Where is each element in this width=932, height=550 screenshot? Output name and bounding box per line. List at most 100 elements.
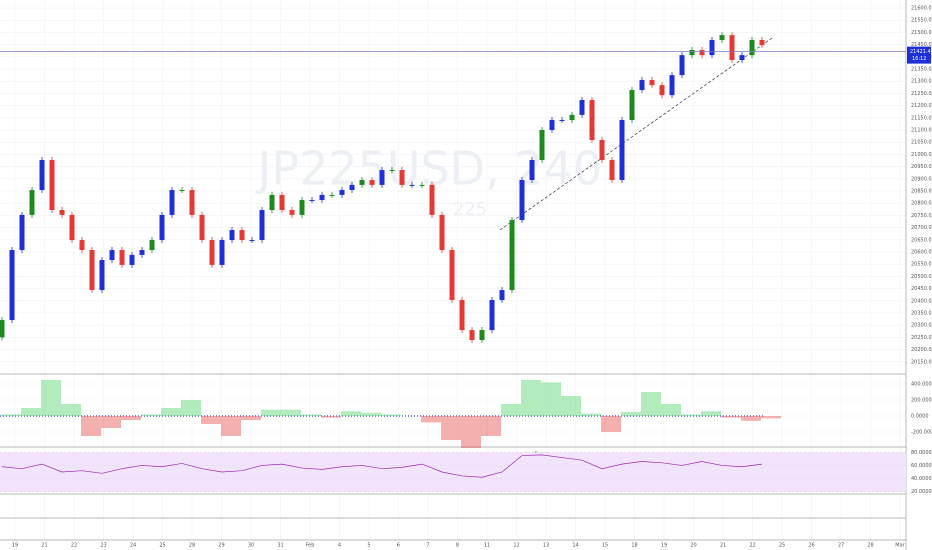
candle-body [9,250,15,321]
y-tick-label: 20950.0 [911,164,932,170]
candle-body [339,190,345,195]
candle-body [559,120,565,122]
candle-body [99,260,105,291]
x-tick-label: 7 [426,543,429,549]
candle-body [319,194,325,201]
y-tick-label: 20350.0 [911,310,932,316]
y-tick-label: 21200.0 [911,103,932,109]
candle-body [759,40,765,46]
x-tick-label: 20 [690,543,696,549]
y-tick-label: 20250.0 [911,335,932,341]
candle-body [489,300,495,331]
y-tick-label: 400.0000 [911,382,932,388]
y-tick-label: 20400.0 [911,298,932,304]
rsi-band [0,452,906,492]
x-tick-label: 6 [397,543,400,549]
candle-body [539,130,545,161]
countdown-label: 16:12 [912,56,926,62]
x-tick-label: 25 [159,543,165,549]
rsi-line [1,454,763,478]
candle-body [329,194,335,196]
candle-body [169,190,175,215]
candle-body [409,184,415,186]
x-tick-label: 12 [513,543,519,549]
x-tick-label: 8 [456,543,459,549]
candle-body [689,50,695,56]
x-tick-label: 19 [12,543,18,549]
candle-body [419,184,425,186]
candle-body [79,240,85,251]
y-tick-label: 20500.0 [911,274,932,280]
candle-body [699,50,705,56]
x-tick-label: 30 [248,543,254,549]
y-tick-label: 21450.0 [911,42,932,48]
last-price-box [907,46,931,64]
y-tick-label: 60.0000 [911,463,932,469]
y-tick-label: 20850.0 [911,189,932,195]
candle-body [529,160,535,181]
y-tick-label: 20700.0 [911,225,932,231]
candle-body [609,160,615,181]
y-tick-label: 21300.0 [911,79,932,85]
x-tick-label: 21 [720,543,726,549]
y-tick-label: 21600.0 [911,6,932,12]
candle-body [509,220,515,291]
x-tick-label: 13 [543,543,549,549]
candle-body [459,300,465,331]
y-tick-label: 20150.0 [911,359,932,365]
y-tick-label: -200.0000 [911,430,932,436]
candle-body [579,100,585,115]
y-tick-label: 20800.0 [911,201,932,207]
candle-body [679,55,685,76]
x-tick-label: 14 [572,543,578,549]
x-tick-label: 28 [189,543,195,549]
y-tick-label: 21100.0 [911,128,932,134]
x-tick-label: 19 [661,543,667,549]
candle-body [149,240,155,251]
y-tick-label: 20300.0 [911,323,932,329]
candle-body [119,250,125,265]
candle-body [349,184,355,191]
x-tick-label: 18 [631,543,637,549]
candle-body [269,194,275,211]
candle-body [59,210,65,215]
candle-body [289,210,295,215]
x-tick-label: 15 [602,543,608,549]
candle-body [19,214,25,251]
candle-body [309,200,315,202]
watermark-subtitle: 225 [453,199,487,220]
candle-body [399,170,405,185]
candle-body [359,180,365,185]
y-tick-label: 20.0000 [911,489,932,495]
candle-body [0,320,5,338]
candle-body [749,40,755,56]
candle-body [469,330,475,341]
y-tick-label: 20650.0 [911,237,932,243]
candle-body [179,190,185,192]
candle-body [299,200,305,215]
candle-body [659,85,665,96]
candle-body [29,190,35,215]
y-tick-label: 20600.0 [911,249,932,255]
candle-body [569,114,575,121]
x-tick-label: 11 [484,543,490,549]
candle-body [209,240,215,265]
y-tick-label: 21150.0 [911,115,932,121]
x-tick-label: 23 [100,543,106,549]
x-tick-label: 5 [367,543,370,549]
x-tick-label: 21 [41,543,47,549]
y-tick-label: 20550.0 [911,262,932,268]
candle-body [129,254,135,265]
candle-body [669,75,675,96]
candle-body [719,35,725,41]
candle-body [249,240,255,242]
y-tick-label: 21050.0 [911,140,932,146]
candle-body [39,160,45,191]
x-tick-label: 4 [338,543,341,549]
trend-line [499,37,773,231]
candle-body [239,230,245,241]
candle-body [549,120,555,131]
x-tick-label: 31 [277,543,283,549]
candle-body [279,194,285,211]
